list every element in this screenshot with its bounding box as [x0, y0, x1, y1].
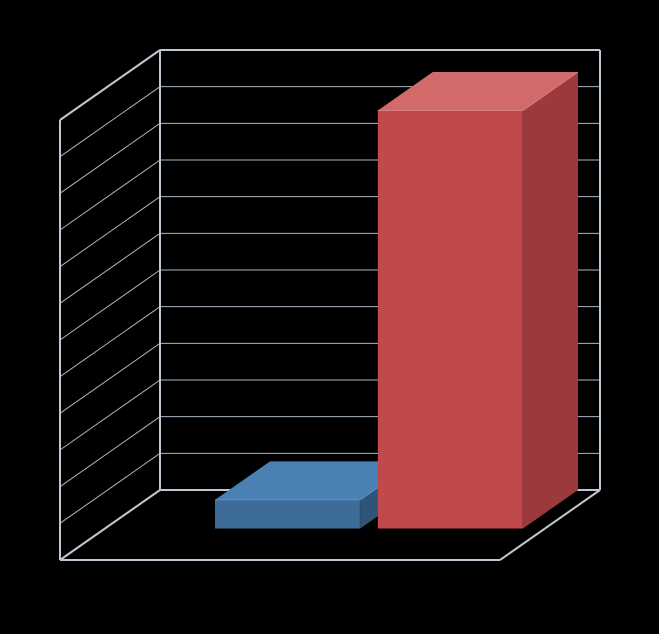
bar-2 — [378, 72, 578, 529]
bar-2-side — [523, 72, 578, 529]
bar-chart-3d — [0, 0, 659, 634]
bar-2-front — [378, 111, 523, 529]
bar-1-front — [215, 500, 360, 529]
